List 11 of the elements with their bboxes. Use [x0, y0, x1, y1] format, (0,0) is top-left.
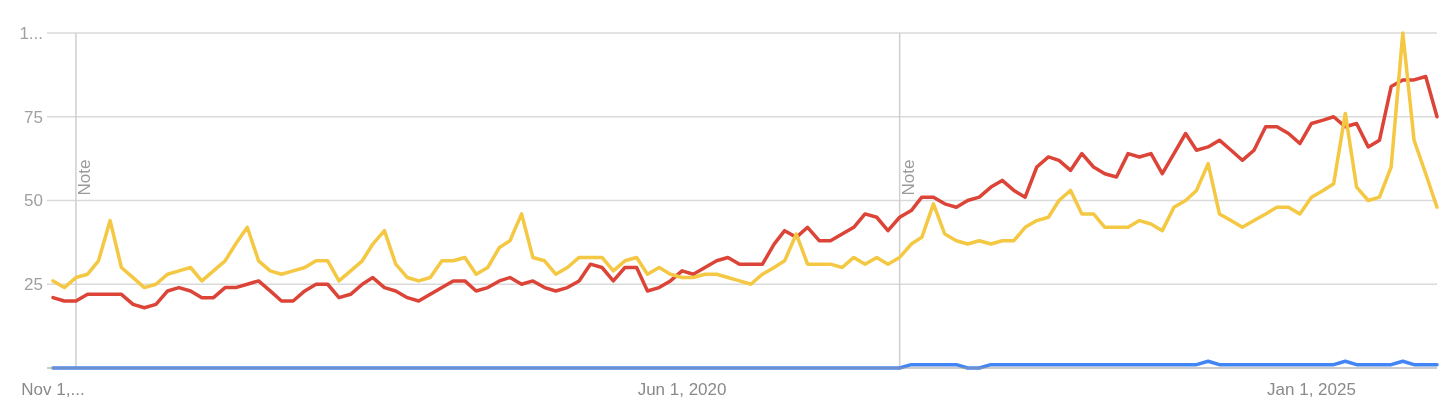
y-tick-label: 1...	[19, 23, 43, 43]
ref-line-label: Note	[898, 159, 918, 196]
line-series	[51, 74, 1439, 310]
x-tick-label: Jan 1, 2025	[1267, 380, 1356, 399]
ref-line-label: Note	[74, 159, 94, 196]
y-tick-label: 25	[24, 275, 43, 295]
y-tick-label: 50	[24, 191, 43, 211]
x-tick-label: Nov 1,...	[21, 380, 85, 399]
y-tick-label: 75	[24, 107, 43, 127]
x-tick-label: Jun 1, 2020	[637, 380, 727, 399]
line-series	[51, 31, 1439, 290]
